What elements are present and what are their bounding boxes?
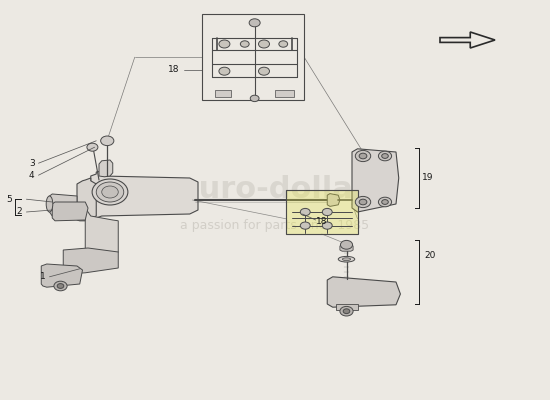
Polygon shape (327, 194, 340, 206)
Circle shape (382, 200, 388, 204)
Polygon shape (63, 248, 118, 274)
Polygon shape (275, 90, 294, 97)
Circle shape (300, 222, 310, 229)
Circle shape (240, 41, 249, 47)
Text: 20: 20 (425, 252, 436, 260)
Circle shape (359, 153, 367, 159)
Circle shape (258, 40, 270, 48)
Circle shape (258, 67, 270, 75)
Ellipse shape (46, 196, 53, 212)
Polygon shape (214, 90, 231, 97)
Polygon shape (50, 194, 77, 216)
Polygon shape (85, 171, 198, 218)
Bar (286, 190, 358, 234)
Text: euro-dollas: euro-dollas (178, 176, 372, 204)
Text: 4: 4 (29, 171, 35, 180)
Circle shape (87, 143, 98, 151)
Ellipse shape (338, 256, 355, 262)
Circle shape (219, 67, 230, 75)
Ellipse shape (92, 179, 128, 205)
Circle shape (340, 240, 353, 249)
Circle shape (322, 222, 332, 229)
Circle shape (57, 284, 64, 288)
Circle shape (378, 197, 392, 207)
Circle shape (101, 136, 114, 146)
Polygon shape (352, 149, 399, 212)
Text: 19: 19 (422, 174, 434, 182)
Text: 2: 2 (16, 208, 22, 216)
Polygon shape (41, 264, 82, 287)
Circle shape (249, 19, 260, 27)
Circle shape (300, 208, 310, 216)
Text: 1: 1 (40, 272, 46, 281)
Bar (286, 190, 358, 234)
Circle shape (378, 151, 392, 161)
Ellipse shape (102, 186, 118, 198)
Circle shape (340, 306, 353, 316)
Circle shape (355, 196, 371, 208)
Circle shape (219, 40, 230, 48)
Polygon shape (336, 304, 358, 310)
Text: 18: 18 (316, 218, 328, 226)
Ellipse shape (342, 258, 351, 261)
Text: 18: 18 (168, 66, 179, 74)
Circle shape (343, 309, 350, 314)
Circle shape (54, 281, 67, 291)
Circle shape (359, 199, 367, 205)
Bar (202, 14, 304, 100)
Circle shape (322, 208, 332, 216)
Circle shape (382, 154, 388, 158)
Polygon shape (99, 160, 113, 177)
Polygon shape (340, 245, 353, 251)
Polygon shape (77, 178, 96, 221)
Text: a passion for parts since 1985: a passion for parts since 1985 (180, 220, 370, 232)
Circle shape (250, 95, 259, 102)
Polygon shape (85, 208, 118, 261)
Polygon shape (52, 202, 88, 221)
Polygon shape (440, 32, 495, 48)
Text: 3: 3 (29, 159, 35, 168)
Text: 5: 5 (7, 195, 12, 204)
Circle shape (279, 41, 288, 47)
Circle shape (355, 150, 371, 162)
Polygon shape (327, 277, 400, 307)
Ellipse shape (96, 182, 124, 202)
